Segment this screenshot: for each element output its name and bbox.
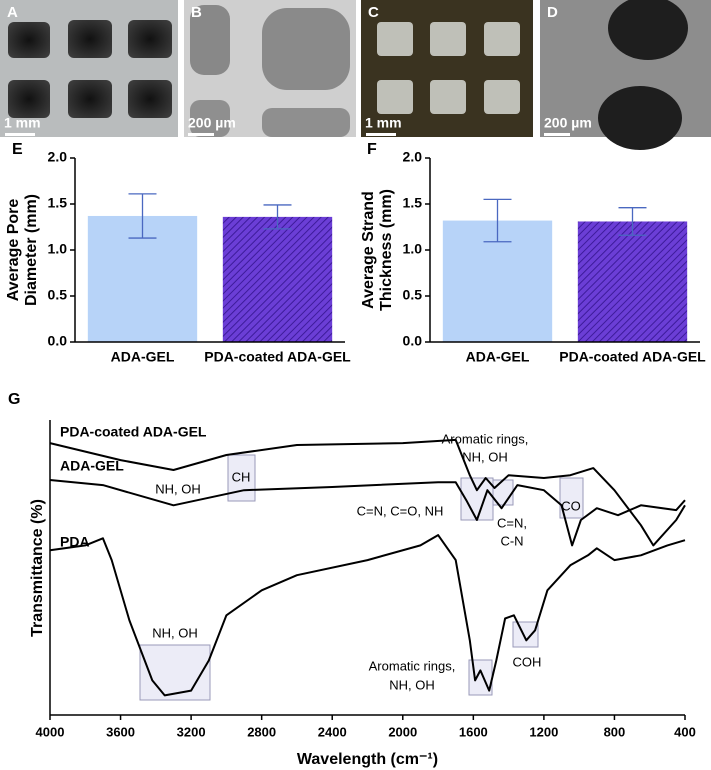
y-axis-title: Average Strand Thickness (mm): [360, 189, 395, 311]
highlight-boxes: [139, 454, 584, 701]
y-tick-label: 0.5: [403, 287, 423, 303]
series-label: PDA-coated ADA-GEL: [60, 424, 207, 440]
x-tick-label: 400: [674, 724, 696, 739]
x-tick-label: ADA-GEL: [111, 349, 175, 365]
panel-label: F: [367, 141, 377, 158]
panel-label: C: [368, 4, 379, 21]
x-tick-label: 2400: [318, 724, 347, 739]
annotation: NH, OH: [389, 677, 435, 692]
panel-label: G: [8, 391, 20, 408]
y-tick-label: 1.5: [403, 195, 423, 211]
image-b: [184, 0, 356, 137]
x-tick-label: 2800: [247, 724, 276, 739]
annotation: C-N: [500, 533, 523, 548]
x-tick-label: 4000: [36, 724, 65, 739]
x-tick-label: 1600: [459, 724, 488, 739]
x-axis-title: Wavelength (cm⁻¹): [297, 751, 438, 768]
panel-label: A: [7, 4, 18, 21]
panel-label: D: [547, 4, 558, 21]
x-tick-label: 3600: [106, 724, 135, 739]
panel-label: B: [191, 4, 202, 21]
error-bar: [128, 193, 157, 239]
scale-bar-label: 1 mm: [365, 115, 402, 131]
annotation: NH, OH: [155, 481, 201, 496]
x-tick-label: 800: [604, 724, 626, 739]
x-tick-label: 3200: [177, 724, 206, 739]
annotation: NH, OH: [152, 625, 198, 640]
annotation: Aromatic rings,: [369, 658, 456, 673]
error-bar: [263, 204, 292, 230]
scale-bar-label: 200 µm: [544, 115, 592, 131]
error-bar: [483, 198, 512, 243]
x-tick-label: 1200: [529, 724, 558, 739]
annotation: C=N,: [497, 515, 527, 530]
spectrum-line: [49, 479, 686, 547]
y-tick-label: 1.5: [48, 195, 68, 211]
y-tick-label: 0.0: [48, 333, 68, 349]
series-label: ADA-GEL: [60, 458, 124, 474]
annotation: NH, OH: [462, 449, 508, 464]
x-tick-label: ADA-GEL: [466, 349, 530, 365]
x-tick-label: 2000: [388, 724, 417, 739]
y-tick-label: 1.0: [48, 241, 68, 257]
bar: [222, 216, 333, 342]
y-tick-label: 2.0: [48, 149, 68, 165]
image-d: [540, 0, 711, 150]
annotation: C=N, C=O, NH: [357, 503, 444, 518]
scale-bar-label: 1 mm: [4, 115, 41, 131]
y-tick-label: 0.5: [48, 287, 68, 303]
x-tick-label: PDA-coated ADA-GEL: [204, 349, 351, 365]
y-tick-label: 0.0: [403, 333, 423, 349]
image-a: [0, 0, 178, 137]
y-tick-label: 1.0: [403, 241, 423, 257]
bar: [577, 221, 688, 342]
x-tick-label: PDA-coated ADA-GEL: [559, 349, 706, 365]
annotation: CO: [561, 498, 581, 513]
annotation: CH: [232, 469, 251, 484]
spectrum-line: [49, 438, 686, 547]
annotation: COH: [513, 654, 542, 669]
y-tick-label: 2.0: [403, 149, 423, 165]
error-bar: [618, 207, 647, 236]
annotation: Aromatic rings,: [442, 431, 529, 446]
y-axis-title: Transmittance (%): [29, 498, 46, 637]
series-label: PDA: [60, 534, 90, 550]
scale-bar-label: 200 µm: [188, 115, 236, 131]
y-axis-title: Average Pore Diameter (mm): [5, 193, 40, 307]
image-c: [361, 0, 533, 137]
panel-label: E: [12, 141, 23, 158]
spectrum-line: [49, 534, 686, 697]
